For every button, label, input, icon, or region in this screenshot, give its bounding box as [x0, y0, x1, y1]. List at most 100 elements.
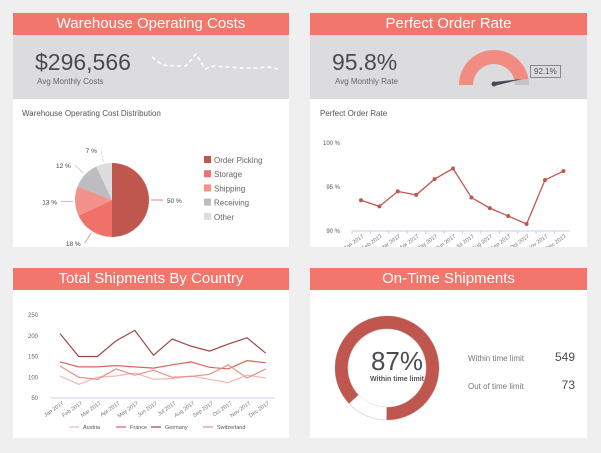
x-tick-label: Dec 2017 [248, 401, 271, 419]
legend-label: Other [214, 213, 234, 222]
pie-leader [100, 150, 104, 163]
y-tick-label: 100 [28, 375, 39, 381]
legend-label: Storage [214, 170, 243, 179]
donut-chart [334, 315, 440, 421]
pie-label: 50 % [167, 198, 182, 205]
panel-title: Warehouse Operating Costs [13, 13, 289, 35]
y-tick-label: 150 [28, 355, 39, 361]
donut-label: Within time limit [370, 376, 424, 383]
pie-label: 7 % [86, 148, 97, 155]
series-line-france [59, 360, 266, 370]
gauge-value: 92.1% [530, 65, 561, 78]
legend-swatch [204, 198, 211, 206]
x-tick-label: Aug 2017 [471, 234, 494, 247]
kpi-label: Avg Monthly Rate [335, 77, 398, 86]
x-tick-label: May 2017 [416, 234, 439, 247]
legend-label: Order Picking [214, 156, 262, 165]
data-point [451, 166, 455, 171]
kpi-band: 95.8% Avg Monthly Rate 92.1% [310, 35, 587, 99]
x-tick-label: Jun 2017 [137, 401, 159, 419]
y-tick-label: 95 % [326, 185, 340, 191]
y-tick-label: 200 [28, 334, 39, 340]
kpi-band: $296,566 Avg Monthly Costs [13, 35, 289, 99]
donut-percent: 87% [370, 346, 424, 376]
data-point [543, 177, 547, 182]
chart-title: Warehouse Operating Cost Distribution [22, 109, 161, 118]
legend-swatch [204, 156, 211, 163]
x-tick-label: Feb 2017 [361, 234, 383, 247]
stat-value: 549 [554, 350, 575, 364]
x-tick-label: Sep 2017 [490, 234, 513, 247]
legend-label: Austria [83, 425, 101, 431]
pie-slice-storage [78, 200, 112, 237]
sparkline [151, 52, 279, 70]
data-point [395, 189, 400, 194]
legend-label: France [130, 425, 147, 431]
chart-title: Perfect Order Rate [320, 109, 388, 118]
pie-label: 18 % [66, 241, 81, 247]
x-tick-label: Mar 2017 [80, 401, 102, 419]
panel-title: Total Shipments By Country [13, 268, 289, 290]
x-tick-label: Jan 2017 [343, 234, 365, 247]
stat-value: 73 [561, 378, 575, 392]
y-tick-label: 100 % [323, 141, 341, 147]
donut-inner-outline [347, 328, 427, 408]
pie-slice-order-picking [112, 163, 149, 237]
pie-slice-receiving [77, 166, 112, 200]
data-point [561, 169, 566, 174]
y-tick-label: 50 [31, 396, 38, 402]
data-point [359, 198, 363, 203]
x-tick-label: Oct 2017 [509, 234, 531, 247]
pie-label: 13 % [42, 200, 57, 207]
x-tick-label: Jun 2017 [435, 234, 457, 247]
x-tick-label: Nov 2017 [526, 234, 549, 247]
x-tick-label: May 2017 [117, 401, 140, 420]
pie-slice-shipping [75, 186, 112, 216]
kpi-value: $296,566 [35, 49, 131, 75]
series-line-germany [59, 329, 267, 358]
kpi-value: 95.8% [332, 49, 398, 75]
perfect-order-panel: Perfect Order Rate 95.8% Avg Monthly Rat… [310, 13, 587, 247]
donut-arc [335, 316, 439, 420]
gauge [459, 50, 530, 87]
pie-chart: 50 % Order Picking 18 % Storage 13 % Shipping… [42, 148, 262, 247]
legend-label: Shipping [214, 184, 245, 193]
data-point [377, 204, 382, 209]
x-tick-label: Dec 2017 [545, 234, 568, 247]
series-line-switzerland [59, 364, 266, 380]
data-point [414, 192, 419, 197]
pie-slice-other [96, 163, 112, 200]
legend-swatch [204, 212, 211, 220]
data-point [524, 221, 529, 226]
pie-leader [74, 164, 84, 174]
gauge-needle [494, 79, 522, 86]
pie-label: 12 % [56, 163, 71, 170]
y-tick-label: 90 % [326, 229, 340, 235]
series-line [360, 167, 564, 225]
panel-title: On-Time Shipments [310, 268, 587, 290]
kpi-label: Avg Monthly Costs [37, 77, 104, 86]
data-point [432, 177, 437, 182]
legend-label: Germany [165, 425, 188, 431]
panel-title: Perfect Order Rate [310, 13, 587, 35]
legend-label: Switzerland [217, 425, 245, 431]
data-point [487, 206, 492, 211]
x-tick-label: Jul 2017 [455, 234, 475, 247]
stat-label: Within time limit [468, 354, 525, 363]
legend-swatch [204, 170, 211, 178]
pie-leader [84, 232, 92, 244]
data-point [469, 195, 474, 200]
shipments-panel: Total Shipments By Country 50 100 150 200 25… [13, 268, 289, 438]
legend-swatch [204, 184, 211, 192]
x-tick-label: Sep 2017 [192, 401, 215, 419]
y-tick-label: 250 [28, 313, 39, 319]
data-point [506, 214, 511, 219]
x-tick-label: Mar 2017 [379, 234, 401, 247]
warehouse-panel: Warehouse Operating Costs $296,566 Avg M… [13, 13, 289, 247]
legend-label: Receiving [214, 199, 249, 208]
ontime-panel: On-Time Shipments 87% Within time limit … [310, 268, 587, 438]
x-tick-label: Apr 2017 [399, 234, 421, 247]
stat-label: Out of time limit [468, 382, 524, 391]
